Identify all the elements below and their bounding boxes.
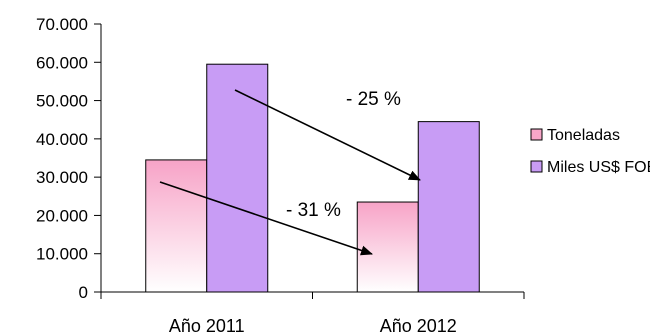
legend-swatch <box>530 128 543 141</box>
annotation-label: - 25 % <box>346 89 401 110</box>
legend-swatch <box>530 160 543 173</box>
annotation-arrow <box>234 89 421 181</box>
y-tick-label: 70.000 <box>36 15 88 34</box>
annotation-arrow <box>159 181 373 256</box>
x-tick-label: Año 2012 <box>380 316 457 335</box>
y-tick-label: 10.000 <box>36 245 88 264</box>
y-tick-label: 40.000 <box>36 130 88 149</box>
y-axis: 0 10.000 20.000 30.000 40.000 50.000 60.000 70.… <box>36 15 102 302</box>
legend: Toneladas Miles US$ FOB <box>530 127 650 176</box>
legend-label: Miles US$ FOB <box>547 159 650 176</box>
bar-miles-usd-fob-2 <box>417 121 480 293</box>
y-tick-label: 30.000 <box>36 168 88 187</box>
bar-toneladas-1 <box>145 159 208 293</box>
bar-miles-usd-fob-1 <box>206 63 269 293</box>
bar-toneladas-2 <box>356 201 419 293</box>
bars <box>145 63 480 293</box>
x-tick-label: Año 2011 <box>169 316 245 335</box>
x-axis: Año 2011 Año 2012 <box>100 291 525 335</box>
y-tick-label: 50.000 <box>36 92 88 111</box>
arrows: - 25 % - 31 % <box>159 89 421 256</box>
y-tick-label: 20.000 <box>36 206 88 225</box>
y-tick-label: 60.000 <box>36 53 88 72</box>
y-tick-label: 0 <box>79 283 88 302</box>
legend-label: Toneladas <box>547 127 620 144</box>
annotation-label: - 31 % <box>286 200 341 221</box>
